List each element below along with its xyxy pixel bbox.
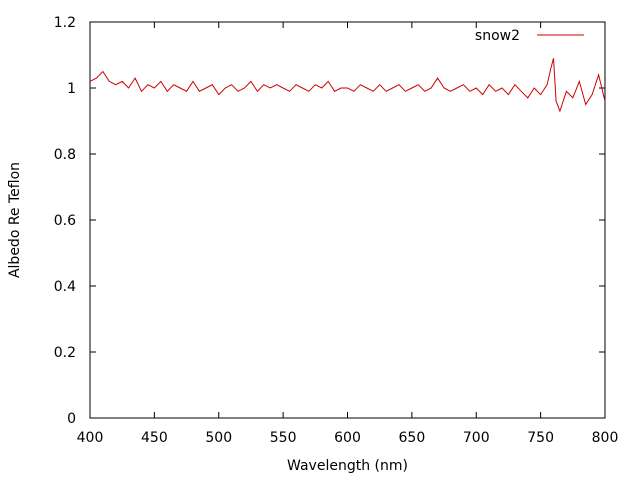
x-tick-label: 650 <box>399 430 426 446</box>
y-axis-title: Albedo Re Teflon <box>7 162 23 278</box>
x-tick-label: 550 <box>270 430 297 446</box>
x-tick-label: 700 <box>463 430 490 446</box>
series-layer <box>89 58 606 113</box>
x-axis-ticks: 400 450 500 550 600 650 700 750 800 <box>77 22 619 446</box>
x-tick-label: 400 <box>77 430 104 446</box>
series-line-0 <box>89 58 606 113</box>
y-axis-ticks: 0 0.2 0.4 0.6 0.8 1 1.2 <box>54 15 605 427</box>
y-tick-label: 0 <box>67 411 76 427</box>
x-tick-label: 450 <box>141 430 168 446</box>
y-tick-label: 0.2 <box>54 345 76 361</box>
x-tick-label: 600 <box>334 430 361 446</box>
y-tick-label: 1.2 <box>54 15 76 31</box>
legend-label: snow2 <box>475 28 520 44</box>
y-tick-label: 0.8 <box>54 147 76 163</box>
x-tick-label: 500 <box>205 430 232 446</box>
x-tick-label: 800 <box>592 430 619 446</box>
x-axis-title: Wavelength (nm) <box>287 458 408 474</box>
y-tick-label: 0.6 <box>54 213 76 229</box>
y-tick-label: 1 <box>67 81 76 97</box>
x-tick-label: 750 <box>527 430 554 446</box>
legend: snow2 <box>475 28 584 44</box>
y-tick-label: 0.4 <box>54 279 76 295</box>
